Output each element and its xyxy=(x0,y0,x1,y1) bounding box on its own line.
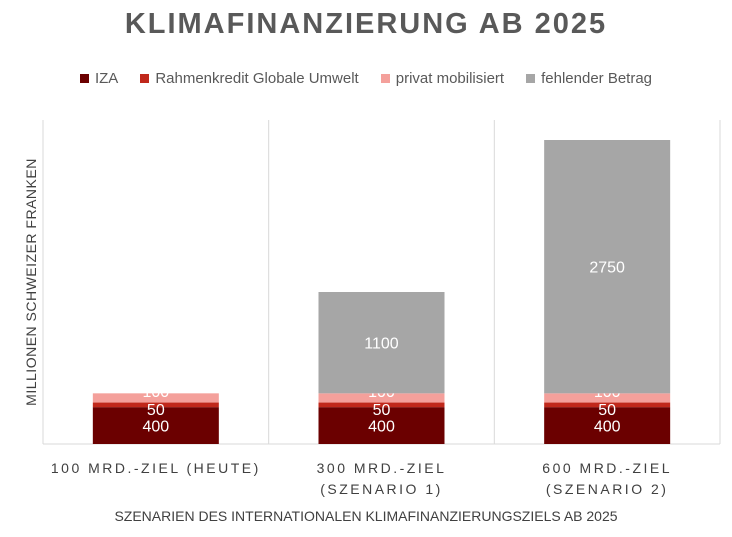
bar-iza xyxy=(544,407,671,444)
category-label-line: 300 MRD.-ZIEL xyxy=(316,460,447,476)
category-label-line: 100 MRD.-ZIEL (HEUTE) xyxy=(50,460,261,476)
bar-fehlend xyxy=(318,292,445,394)
legend-item-iza: IZA xyxy=(79,70,119,87)
bar-iza xyxy=(92,407,219,444)
data-label-privat: 100 xyxy=(142,384,169,401)
data-label-iza: 400 xyxy=(142,419,169,436)
legend-item-fehlend: fehlender Betrag xyxy=(526,70,652,87)
data-label-rahmenkredit: 50 xyxy=(147,402,165,419)
category-label-line: 600 MRD.-ZIEL xyxy=(542,460,673,476)
legend: IZA Rahmenkredit Globale Umwelt privat m… xyxy=(0,70,732,87)
bar-privat xyxy=(544,393,671,403)
bar-iza xyxy=(318,407,445,444)
category-label-line: (SZENARIO 1) xyxy=(320,481,443,497)
legend-label-privat: privat mobilisiert xyxy=(395,70,505,87)
category-label-100-mrd: 100 MRD.-ZIEL (HEUTE) xyxy=(43,458,269,479)
legend-swatch-rahmenkredit xyxy=(140,74,150,83)
bar-rahmenkredit xyxy=(544,402,671,408)
bar-rahmenkredit xyxy=(318,402,445,408)
x-axis-label: SZENARIEN DES INTERNATIONALEN KLIMAFINAN… xyxy=(114,508,618,524)
bar-fehlend xyxy=(544,140,671,394)
bar-privat xyxy=(92,393,219,403)
legend-swatch-privat xyxy=(380,74,390,83)
legend-item-privat: privat mobilisiert xyxy=(380,70,505,87)
data-label-iza: 400 xyxy=(368,419,395,436)
legend-swatch-iza xyxy=(79,74,89,83)
data-label-iza: 400 xyxy=(594,419,621,436)
chart-title: KLIMAFINANZIERUNG AB 2025 xyxy=(124,8,608,40)
data-label-rahmenkredit: 50 xyxy=(598,402,616,419)
category-label-300-mrd: 300 MRD.-ZIEL (SZENARIO 1) xyxy=(269,458,495,500)
category-label-line: (SZENARIO 2) xyxy=(545,481,669,497)
category-label-600-mrd: 600 MRD.-ZIEL (SZENARIO 2) xyxy=(494,458,720,500)
legend-item-rahmenkredit: Rahmenkredit Globale Umwelt xyxy=(140,70,359,87)
data-label-fehlend: 2750 xyxy=(589,260,625,277)
legend-label-fehlend: fehlender Betrag xyxy=(541,70,653,87)
bar-rahmenkredit xyxy=(92,402,219,408)
legend-swatch-fehlend xyxy=(526,74,536,83)
legend-label-iza: IZA xyxy=(94,70,119,87)
data-label-rahmenkredit: 50 xyxy=(373,402,391,419)
bar-privat xyxy=(318,393,445,403)
legend-label-rahmenkredit: Rahmenkredit Globale Umwelt xyxy=(155,70,359,87)
data-label-fehlend: 1100 xyxy=(364,336,399,353)
y-axis-label: MILLIONEN SCHWEIZER FRANKEN xyxy=(23,158,39,406)
